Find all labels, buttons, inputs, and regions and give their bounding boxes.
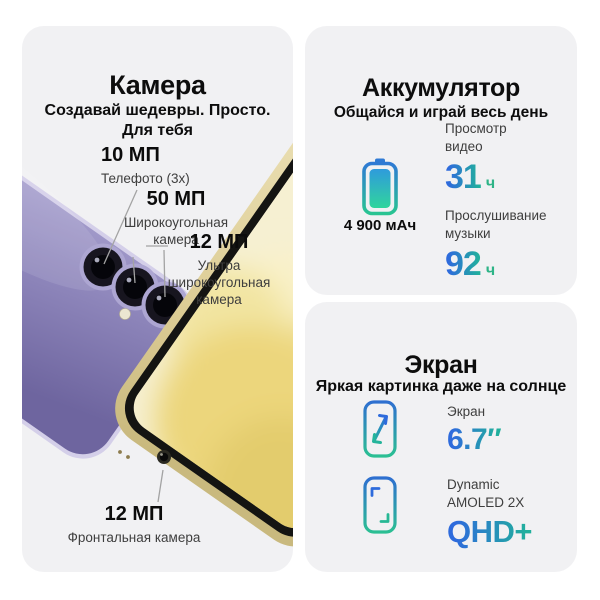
camera-subtitle-line1: Создавай шедевры. Просто. [44,102,271,119]
camera-feature-card: Камера Создавай шедевры. Просто. Для тебя… [22,26,293,572]
screen-size-icon [363,400,397,458]
camera-card-subtitle: Создавай шедевры. Просто. Для тебя [30,101,285,140]
spec-telephoto-label-line: Телефото (3x) [101,171,190,186]
stat-music-unit: ч [485,262,496,280]
violet-phone-back [22,58,195,459]
spec-telephoto: 10 МП Телефото (3x) [101,144,190,187]
screen-card-subtitle: Яркая картинка даже на солнце [315,378,567,395]
feature-screen-size-value: 6.7″ [447,422,502,456]
frame-mic-dot [126,455,130,459]
spec-front-label: Фронтальная камера [64,529,204,546]
spec-ultrawide-label-line2: широкоугольная [167,275,271,290]
spec-ultrawide-label-line1: Ультра [197,258,241,273]
feature-display-type-label: Dynamic AMOLED 2X [447,476,532,511]
flash-led [119,308,131,320]
battery-capacity: 4 900 мАч [343,217,417,234]
spec-front-value: 12 МП [104,503,164,525]
feature-screen-size: Экран 6.7″ [447,403,502,457]
stat-video-value: 31 [445,158,482,197]
spec-wide: 50 МП Широкоугольная камера [110,188,242,248]
stat-video-label-line2: видео [445,138,483,154]
connector-line-wide [132,256,136,284]
stat-music-label-line2: музыки [445,225,491,241]
front-camera-glint [160,453,163,456]
display-type-icon [363,476,397,534]
feature-display-type-label-line1: Dynamic [447,477,500,492]
spec-wide-label-line2: камера [153,232,199,247]
spec-ultrawide-label: Ультра широкоугольная камера [152,257,286,308]
battery-card-subtitle: Общайся и играй весь день [333,103,549,121]
stat-music-listening: Прослушивание музыки 92 ч [445,207,547,284]
phones-product-image [22,26,293,547]
connector-lines [103,189,168,503]
feature-screen-size-label: Экран [447,403,501,421]
spec-wide-value: 50 МП [146,188,206,210]
stat-video-label-line1: Просмотр [445,121,507,136]
camera-card-title: Камера [109,70,206,101]
yellow-phone-front [115,26,293,547]
spec-telephoto-value: 10 МП [101,144,160,166]
feature-display-type: Dynamic AMOLED 2X QHD+ [447,476,533,550]
spec-ultrawide: 12 МП Ультра широкоугольная камера [152,231,286,308]
battery-feature-card: Аккумулятор Общайся и играй весь день 4 … [305,26,577,295]
battery-card-title: Аккумулятор [361,73,521,102]
stat-music-value: 92 [445,245,482,284]
stat-video-label: Просмотр видео [445,120,507,155]
stat-music-label: Прослушивание музыки [445,207,547,242]
frame-mic-dot [118,450,122,454]
stat-video-playback: Просмотр видео 31 ч [445,120,507,197]
connector-line-front [157,469,164,503]
stat-music-label-line1: Прослушивание [445,208,547,223]
spec-ultrawide-value: 12 МП [189,231,249,253]
stat-video-unit: ч [485,175,496,193]
feature-display-type-label-line2: AMOLED 2X [447,494,525,510]
stat-music-value-row: 92 ч [445,245,547,284]
spec-telephoto-label: Телефото (3x) [101,170,190,187]
phone-screen-wallpaper [123,26,293,538]
connector-line-telephoto [103,189,138,265]
screen-feature-card: Экран Яркая картинка даже на солнце Экра… [305,302,577,572]
spec-ultrawide-label-line3: камера [196,292,242,307]
connector-line-ultrawide [146,245,168,298]
feature-screen-size-label-line: Экран [447,404,486,419]
screen-card-title: Экран [404,350,478,379]
spec-wide-label: Широкоугольная камера [110,214,242,248]
spec-front-label-line: Фронтальная камера [67,530,201,545]
feature-display-type-value: QHD+ [447,514,533,550]
stat-video-value-row: 31 ч [445,158,507,197]
battery-icon [362,158,398,216]
spec-front-camera: 12 МП Фронтальная камера [64,503,204,546]
spec-wide-label-line1: Широкоугольная [123,215,229,230]
camera-subtitle-line2: Для тебя [122,121,193,139]
